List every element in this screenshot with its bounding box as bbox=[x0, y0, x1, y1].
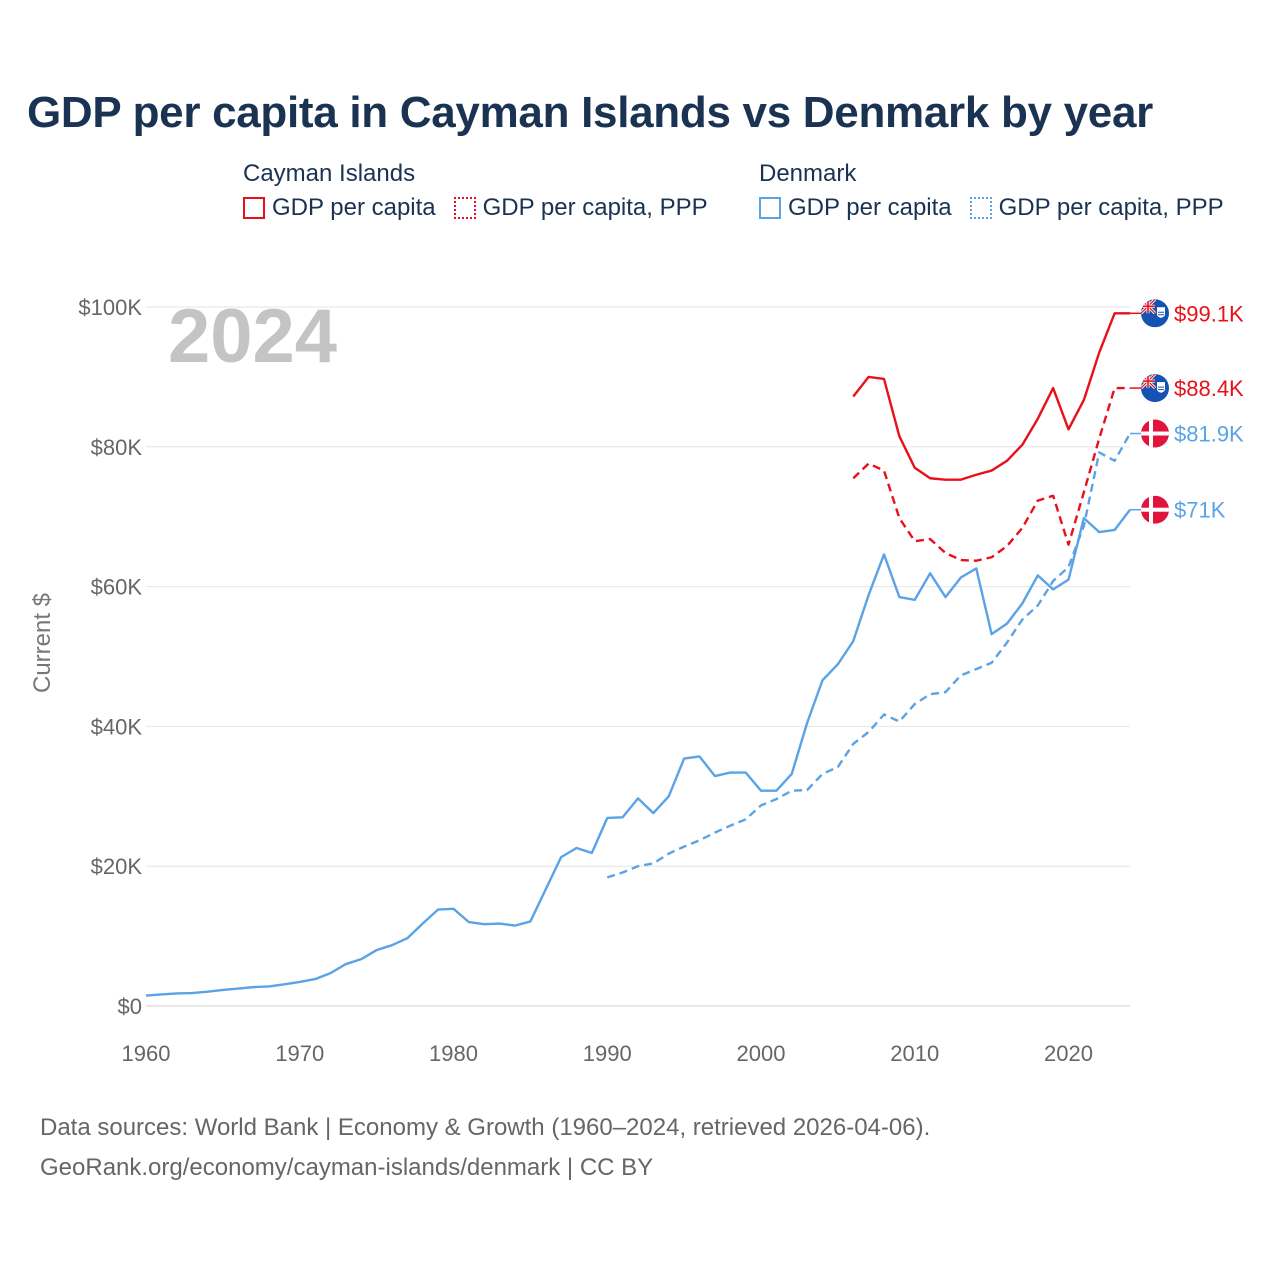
y-tick-label: $80K bbox=[91, 435, 143, 460]
x-tick-label: 2010 bbox=[890, 1041, 939, 1066]
y-tick-label: $0 bbox=[118, 994, 142, 1019]
series bbox=[145, 312, 1132, 997]
legend-swatch-dotted bbox=[969, 197, 992, 219]
series-line-1 bbox=[852, 386, 1130, 562]
y-axis-label: Current $ bbox=[29, 593, 56, 693]
denmark-flag-icon bbox=[1141, 420, 1169, 448]
axes: $0 $20K $40K $60K $80K $100K 1960 1970 1980 1990 2… bbox=[78, 295, 1093, 1066]
legend-swatch-solid bbox=[759, 197, 781, 219]
endpoints: $99.1K $88.4K $71K $81.9K bbox=[1130, 299, 1244, 523]
y-tick-label: $40K bbox=[91, 714, 143, 739]
legend-group-name: Cayman Islands bbox=[243, 160, 416, 187]
footer-source: Data sources: World Bank | Economy & Gro… bbox=[40, 1114, 931, 1141]
legend-swatch-dotted bbox=[453, 197, 476, 219]
grid bbox=[146, 306, 1130, 1007]
legend-group-denmark: Denmark GDP per capita GDP per capita, P… bbox=[759, 160, 1224, 222]
x-tick-label: 2000 bbox=[737, 1041, 786, 1066]
y-tick-label: $20K bbox=[91, 854, 143, 879]
cayman-flag-icon bbox=[1141, 374, 1169, 402]
series-line-3 bbox=[606, 432, 1132, 879]
legend-group-cayman: Cayman Islands GDP per capita GDP per ca… bbox=[243, 160, 708, 222]
legend-label: GDP per capita bbox=[272, 194, 436, 221]
legend-item-cayman-ppp[interactable]: GDP per capita, PPP bbox=[453, 194, 708, 222]
legend-swatch-solid bbox=[243, 197, 265, 219]
end-value-label: $71K bbox=[1174, 498, 1226, 523]
end-value-label: $88.4K bbox=[1174, 376, 1244, 401]
x-tick-label: 1980 bbox=[429, 1041, 478, 1066]
x-tick-label: 1960 bbox=[122, 1041, 171, 1066]
end-value-label: $81.9K bbox=[1174, 422, 1244, 447]
legend-group-name: Denmark bbox=[759, 160, 857, 187]
legend-label: GDP per capita, PPP bbox=[482, 194, 708, 221]
chart-title: GDP per capita in Cayman Islands vs Denm… bbox=[27, 88, 1153, 137]
legend-item-cayman-gdp[interactable]: GDP per capita bbox=[243, 194, 436, 222]
x-tick-label: 2020 bbox=[1044, 1041, 1093, 1066]
legend-label: GDP per capita, PPP bbox=[998, 194, 1224, 221]
footer: Data sources: World Bank | Economy & Gro… bbox=[40, 1108, 930, 1188]
end-value-label: $99.1K bbox=[1174, 301, 1244, 326]
footer-link[interactable]: GeoRank.org/economy/cayman-islands/denma… bbox=[40, 1154, 654, 1181]
legend-label: GDP per capita bbox=[788, 194, 952, 221]
series-line-2 bbox=[145, 508, 1131, 997]
legend-item-denmark-gdp[interactable]: GDP per capita bbox=[759, 194, 952, 222]
x-tick-label: 1990 bbox=[583, 1041, 632, 1066]
denmark-flag-icon bbox=[1141, 496, 1169, 524]
y-tick-label: $60K bbox=[91, 575, 143, 600]
series-line-0 bbox=[852, 312, 1130, 481]
cayman-flag-icon bbox=[1141, 299, 1169, 327]
legend-item-denmark-ppp[interactable]: GDP per capita, PPP bbox=[969, 194, 1224, 222]
year-label: 2024 bbox=[168, 294, 337, 379]
x-tick-label: 1970 bbox=[275, 1041, 324, 1066]
y-tick-label: $100K bbox=[78, 295, 142, 320]
